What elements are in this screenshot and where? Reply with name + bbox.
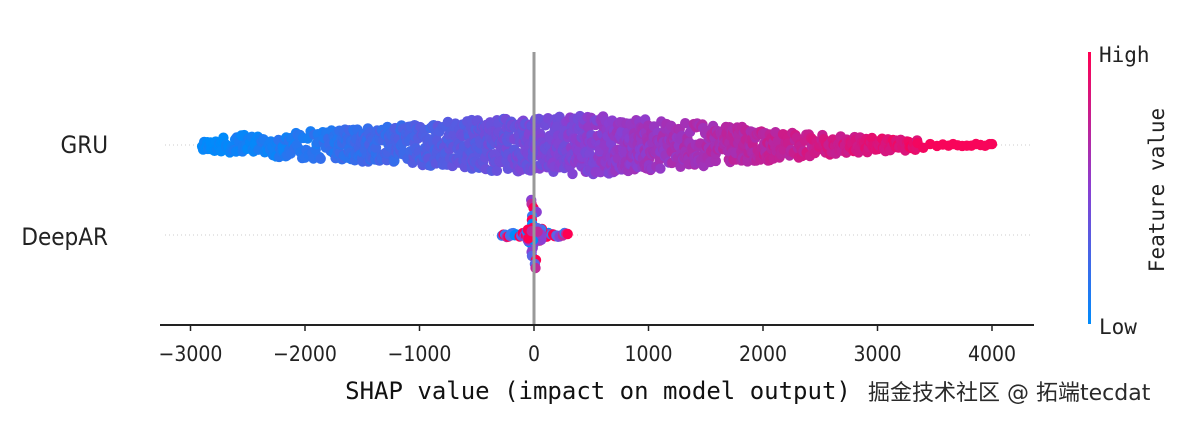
x-tick-label: −2000 [273,342,337,366]
x-axis-ticks: −3000 −2000 −1000 0 1000 2000 3000 4000 [159,325,1016,366]
x-tick-label: 3000 [853,342,901,366]
shap-point [918,142,929,153]
shap-point [567,168,578,180]
beeswarm-dots [196,110,998,274]
shap-point [655,163,666,174]
shap-point [315,153,326,164]
shap-point [986,138,998,150]
x-tick-label: 0 [528,342,540,366]
x-tick-label: −3000 [159,342,223,366]
feature-label-gru: GRU [60,131,108,159]
watermark: 掘金技术社区 @ 拓端tecdat [868,381,1151,406]
colorbar-title: Feature value [1145,108,1169,272]
shap-point [562,228,573,240]
shap-point [491,165,503,176]
colorbar [1088,52,1091,324]
x-tick-label: 1000 [624,342,672,366]
colorbar-low-label: Low [1099,315,1137,339]
feature-label-deepar: DeepAR [21,223,108,251]
x-tick-label: 4000 [968,342,1016,366]
colorbar-high-label: High [1099,43,1150,67]
x-tick-label: 2000 [739,342,787,366]
x-axis-title: SHAP value (impact on model output) [345,377,851,405]
x-tick-label: −1000 [388,342,452,366]
